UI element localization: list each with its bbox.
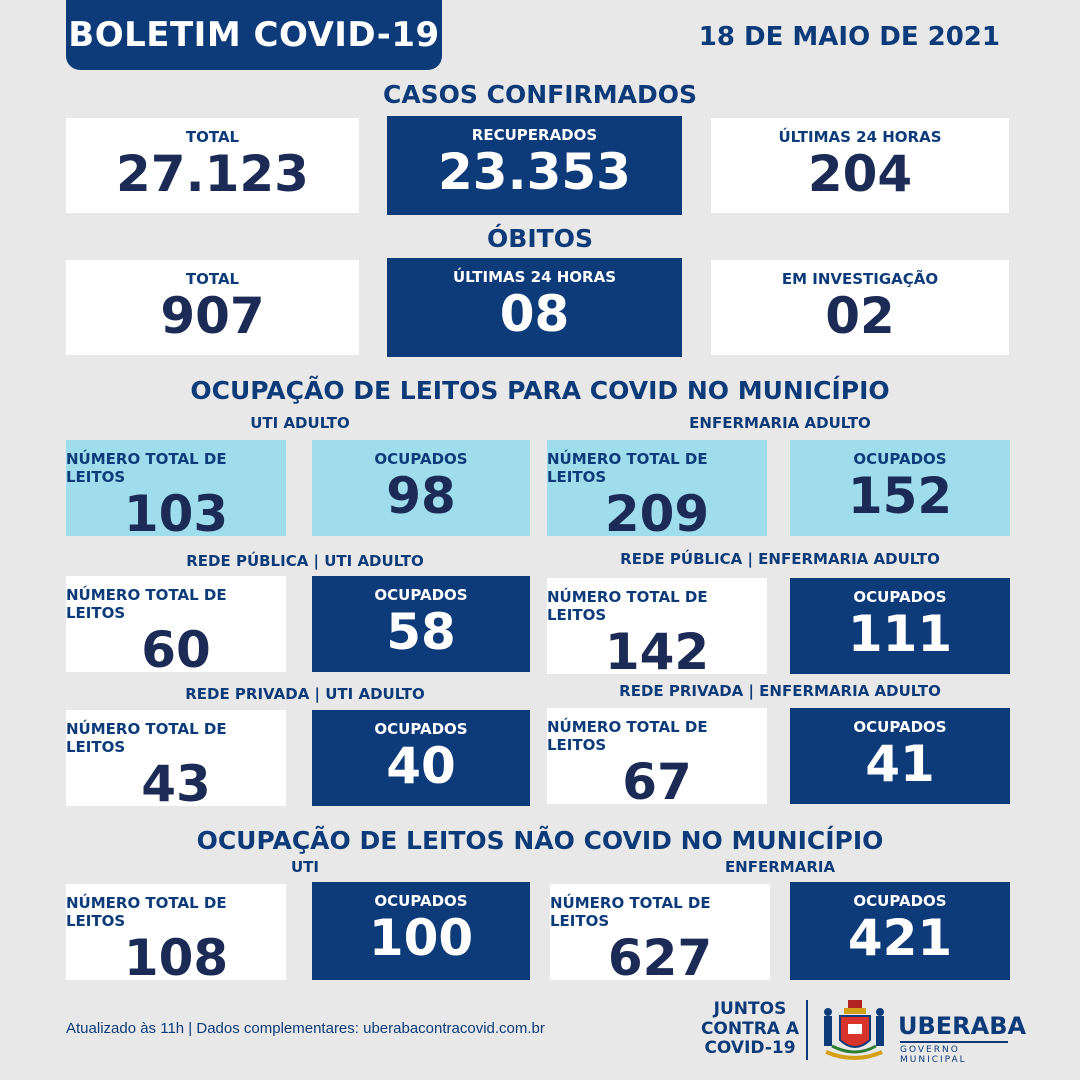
card-value: 421 [847,909,953,967]
card-value: 60 [141,621,211,679]
casos-title: CASOS CONFIRMADOS [382,80,698,109]
card-value: 111 [847,605,953,663]
card-label: NÚMERO TOTAL DE LEITOS [550,894,711,930]
privada-uti-total-card: NÚMERO TOTAL DE LEITOS 43 [66,710,286,810]
card-label: NÚMERO TOTAL DE LEITOS [66,720,227,756]
bulletin-date: 18 DE MAIO DE 2021 [698,22,1000,52]
card-label: NÚMERO TOTAL DE LEITOS [547,588,708,624]
publica-uti-ocupados-card: OCUPADOS 58 [312,576,530,672]
card-value: 08 [499,285,570,343]
card-label: OCUPADOS [853,588,947,606]
nao-covid-enf-label: ENFERMARIA [724,858,836,876]
card-label: TOTAL [185,128,240,146]
card-value: 40 [386,737,456,795]
publica-enf-total-card: NÚMERO TOTAL DE LEITOS 142 [547,578,767,678]
card-label: OCUPADOS [374,450,468,468]
card-value: 43 [141,755,211,813]
brand-name: UBERABA [898,1012,1027,1040]
card-label: NÚMERO TOTAL DE LEITOS [66,450,227,486]
card-label: ÚLTIMAS 24 HORAS [778,128,942,146]
footer-divider [806,1000,808,1060]
card-label: NÚMERO TOTAL DE LEITOS [547,718,708,754]
card-value: 108 [123,929,229,987]
slogan: JUNTOS CONTRA A COVID-19 [700,999,800,1059]
card-label: NÚMERO TOTAL DE LEITOS [547,450,708,486]
card-value: 907 [160,287,265,345]
card-label: EM INVESTIGAÇÃO [781,270,939,288]
uti-ocupados-card: OCUPADOS 98 [312,440,530,536]
enf-total-card: NÚMERO TOTAL DE LEITOS 209 [547,440,767,540]
publica-uti-total-card: NÚMERO TOTAL DE LEITOS 60 [66,576,286,676]
card-label: ÚLTIMAS 24 HORAS [453,268,616,286]
card-value: 41 [865,735,935,793]
footer-updated-text: Atualizado às 11h | Dados complementares… [66,1020,545,1037]
slogan-line-2: CONTRA A [700,1018,800,1039]
nao-covid-uti-total-card: NÚMERO TOTAL DE LEITOS 108 [66,884,286,984]
card-value: 100 [368,909,474,967]
privada-uti-ocupados-card: OCUPADOS 40 [312,710,530,806]
nao-covid-uti-ocupados-card: OCUPADOS 100 [312,882,530,980]
privada-enf-label: REDE PRIVADA | ENFERMARIA ADULTO [619,682,941,700]
uti-adulto-label: UTI ADULTO [250,414,350,432]
card-value: 209 [604,485,710,543]
obitos-title: ÓBITOS [487,224,593,253]
card-value: 204 [807,145,913,203]
card-label: OCUPADOS [374,586,468,604]
nao-covid-enf-ocupados-card: OCUPADOS 421 [790,882,1010,980]
card-value: 98 [386,467,456,525]
card-value: 23.353 [438,143,631,201]
slogan-line-1: JUNTOS [713,999,787,1019]
covid-leitos-title: OCUPAÇÃO DE LEITOS PARA COVID NO MUNICÍP… [190,376,890,405]
card-value: 103 [123,485,229,543]
card-value: 627 [607,929,713,987]
obitos-24h-card: ÚLTIMAS 24 HORAS 08 [387,258,682,357]
privada-enf-ocupados-card: OCUPADOS 41 [790,708,1010,804]
page-title: BOLETIM COVID-19 [66,0,442,70]
publica-enf-ocupados-card: OCUPADOS 111 [790,578,1010,674]
obitos-total-card: TOTAL 907 [66,260,359,355]
card-label: RECUPERADOS [471,126,598,144]
card-label: TOTAL [185,270,240,288]
card-value: 152 [847,467,953,525]
enf-ocupados-card: OCUPADOS 152 [790,440,1010,536]
nao-covid-title: OCUPAÇÃO DE LEITOS NÃO COVID NO MUNICÍPI… [196,826,884,855]
card-label: OCUPADOS [853,892,947,910]
privada-uti-label: REDE PRIVADA | UTI ADULTO [185,685,425,703]
publica-uti-label: REDE PÚBLICA | UTI ADULTO [186,552,424,570]
nao-covid-enf-total-card: NÚMERO TOTAL DE LEITOS 627 [550,884,770,984]
card-label: OCUPADOS [374,720,468,738]
card-value: 27.123 [116,145,309,203]
card-value: 67 [622,753,692,811]
publica-enf-label: REDE PÚBLICA | ENFERMARIA ADULTO [620,550,940,568]
obitos-investigacao-card: EM INVESTIGAÇÃO 02 [711,260,1009,355]
casos-24h-card: ÚLTIMAS 24 HORAS 204 [711,118,1009,213]
enfermaria-adulto-label: ENFERMARIA ADULTO [689,414,871,432]
card-label: NÚMERO TOTAL DE LEITOS [66,894,227,930]
uberaba-crest-icon [818,998,888,1064]
brand-subtitle: GOVERNO MUNICIPAL [900,1041,1008,1065]
card-value: 58 [386,603,456,661]
casos-total-card: TOTAL 27.123 [66,118,359,213]
privada-enf-total-card: NÚMERO TOTAL DE LEITOS 67 [547,708,767,808]
card-value: 02 [825,287,895,345]
card-label: OCUPADOS [853,718,947,736]
slogan-line-3: COVID-19 [704,1038,796,1059]
card-label: OCUPADOS [853,450,947,468]
card-label: NÚMERO TOTAL DE LEITOS [66,586,227,622]
casos-recuperados-card: RECUPERADOS 23.353 [387,116,682,215]
uti-total-card: NÚMERO TOTAL DE LEITOS 103 [66,440,286,540]
card-label: OCUPADOS [374,892,468,910]
nao-covid-uti-label: UTI [291,858,319,876]
card-value: 142 [604,623,710,681]
